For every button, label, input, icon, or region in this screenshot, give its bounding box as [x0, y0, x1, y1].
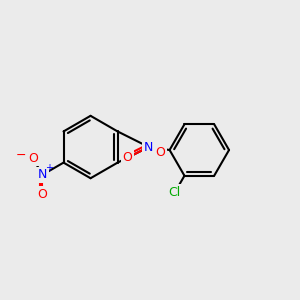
Text: N: N — [144, 140, 154, 154]
Text: O: O — [123, 151, 133, 164]
Text: N: N — [38, 168, 47, 181]
Text: O: O — [156, 146, 166, 160]
Text: +: + — [45, 163, 53, 173]
Text: −: − — [16, 148, 26, 162]
Text: O: O — [38, 188, 47, 201]
Text: Cl: Cl — [169, 186, 181, 199]
Text: O: O — [28, 152, 38, 165]
